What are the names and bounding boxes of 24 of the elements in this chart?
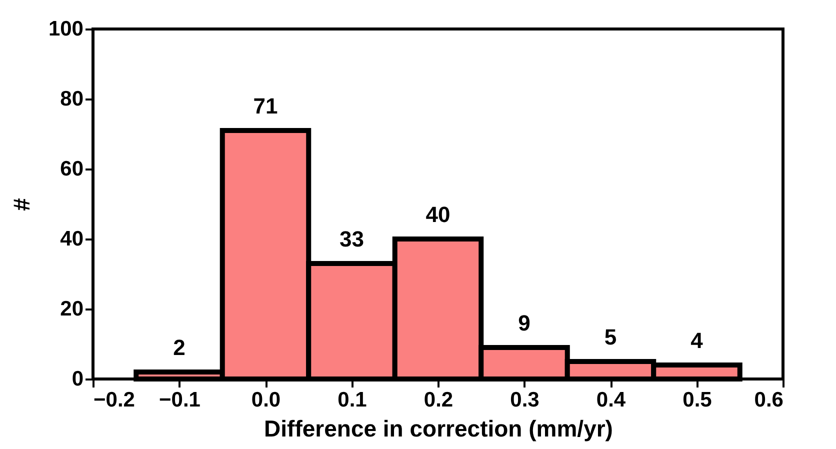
x-tick-label: 0.1 xyxy=(338,388,368,412)
data-label: 9 xyxy=(518,310,530,336)
data-label: 71 xyxy=(253,94,278,118)
y-tick-label: 80 xyxy=(60,88,84,110)
x-tick-label: −0.1 xyxy=(159,388,201,412)
y-tick-label: 100 xyxy=(48,18,84,40)
y-tick-label: 20 xyxy=(60,298,84,320)
x-tick-label: 0.3 xyxy=(510,388,540,412)
x-tick-label: 0.4 xyxy=(596,388,626,412)
y-tick-label: 0 xyxy=(72,368,84,390)
data-label: 2 xyxy=(173,335,186,360)
y-tick-label: 40 xyxy=(60,228,84,250)
y-tick-label: 60 xyxy=(60,158,84,180)
x-axis-title: Difference in correction (mm/yr) xyxy=(264,416,613,442)
y-axis-title: # xyxy=(8,198,34,211)
data-label: 4 xyxy=(690,328,704,353)
x-tick-label: 0.2 xyxy=(424,388,454,412)
x-tick-label: 0.6 xyxy=(754,388,784,412)
x-tick-label: 0.5 xyxy=(682,388,712,412)
x-tick-label: −0.2 xyxy=(94,388,135,412)
x-tick-label: 0.0 xyxy=(251,388,281,412)
data-label: 40 xyxy=(426,202,450,227)
data-label: 33 xyxy=(340,226,364,252)
data-label: 5 xyxy=(604,324,617,350)
